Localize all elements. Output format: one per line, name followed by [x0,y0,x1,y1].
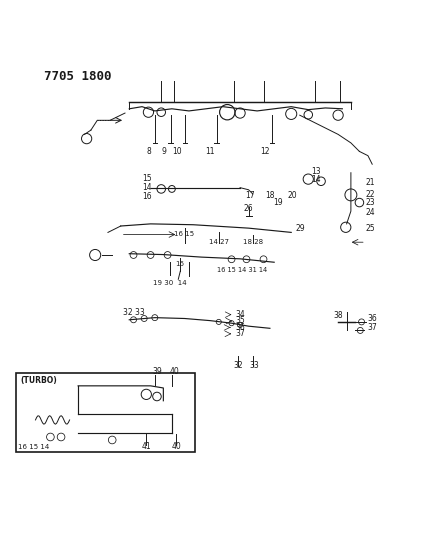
Text: 13: 13 [311,167,320,175]
Text: 36: 36 [367,314,377,323]
Text: 8: 8 [146,147,151,156]
Text: 37: 37 [236,329,245,338]
Text: 41: 41 [142,442,152,451]
Text: 9: 9 [162,147,166,156]
Text: 34: 34 [236,310,245,319]
Text: 40: 40 [172,442,181,451]
Text: 17: 17 [245,191,255,200]
Text: 16: 16 [175,262,184,268]
Text: 36: 36 [236,322,245,332]
Text: 18: 18 [266,191,275,200]
Text: 32 33: 32 33 [123,308,145,317]
Text: 37: 37 [367,322,377,332]
Text: 12: 12 [260,147,269,156]
Text: (TURBO): (TURBO) [21,376,57,385]
Text: 16 15 14 31 14: 16 15 14 31 14 [217,267,267,273]
Text: 40: 40 [170,367,179,376]
Text: 35: 35 [236,316,245,325]
Text: 18 28: 18 28 [244,239,263,245]
Text: 14: 14 [311,175,320,184]
Text: 38: 38 [334,311,344,320]
Text: 22: 22 [366,190,375,199]
Text: 11: 11 [205,147,214,156]
Text: 24: 24 [366,207,375,216]
Text: 19: 19 [273,198,283,207]
Text: 15: 15 [142,174,152,183]
Text: 29: 29 [296,224,305,233]
Text: 21: 21 [366,177,375,187]
Text: 14: 14 [142,183,152,192]
Text: 7705 1800: 7705 1800 [44,70,112,84]
Text: 32: 32 [234,360,243,369]
Text: 25: 25 [366,224,375,233]
Bar [16,373,195,452]
Text: 16 15 14: 16 15 14 [18,444,50,450]
Text: 14 27: 14 27 [209,239,230,245]
Text: 19 30  14: 19 30 14 [153,280,186,286]
Text: 10: 10 [172,147,182,156]
Text: 23: 23 [366,198,375,207]
Text: 33: 33 [249,360,259,369]
Text: 39: 39 [153,367,163,376]
Text: 16 15: 16 15 [174,231,194,237]
Text: 26: 26 [244,204,253,213]
Text: 16: 16 [142,192,152,201]
Text: 20: 20 [288,191,297,200]
